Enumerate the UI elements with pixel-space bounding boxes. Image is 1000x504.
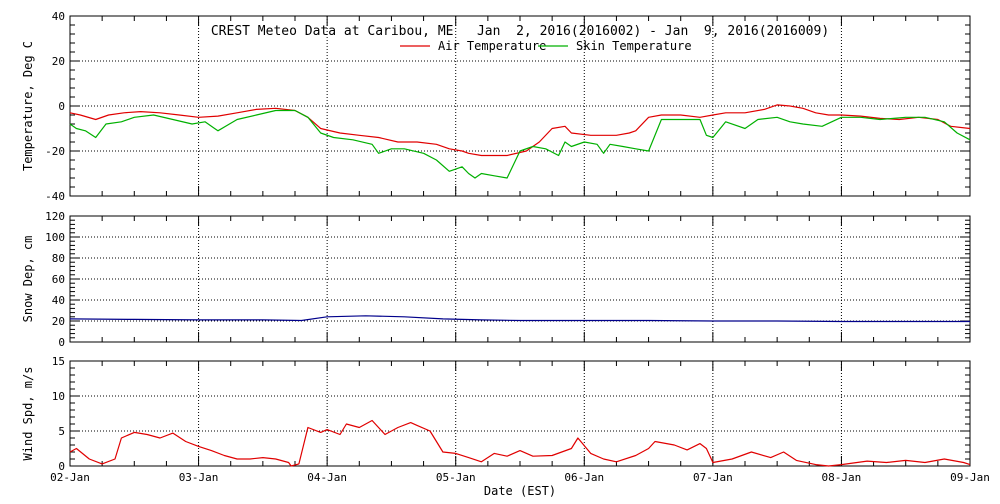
series-line-skin-temperature [69, 109, 971, 179]
x-tick-label: 02-Jan [50, 471, 90, 484]
series-line-panel-2 [69, 315, 970, 323]
y-tick-label: 0 [58, 336, 65, 349]
y-tick-label: 80 [52, 252, 65, 265]
legend-label: Skin Temperature [576, 39, 692, 53]
x-tick-label: 05-Jan [436, 471, 476, 484]
y-tick-label: 15 [52, 355, 65, 368]
y-axis-title: Temperature, Deg C [21, 41, 35, 171]
chart-title: CREST Meteo Data at Caribou, ME Jan 2, 2… [211, 24, 829, 39]
series-line-panel-3 [69, 419, 971, 467]
x-tick-label: 03-Jan [179, 471, 219, 484]
y-tick-label: 20 [52, 315, 65, 328]
panel-2: 0 20 40 60 80 100 120 Snow Dep, cm [21, 210, 971, 349]
y-axis-title: Snow Dep, cm [21, 236, 35, 323]
y-tick-label: -20 [45, 145, 65, 158]
x-tick-label: 09-Jan [950, 471, 990, 484]
y-tick-label: 100 [45, 231, 65, 244]
y-tick-label: 60 [52, 273, 65, 286]
legend-label: Air Temperature [438, 39, 546, 53]
y-axis-title: Wind Spd, m/s [21, 367, 35, 461]
y-tick-label: -40 [45, 190, 65, 203]
x-axis-title: Date (EST) [484, 484, 556, 498]
y-tick-label: 0 [58, 100, 65, 113]
x-tick-label: 08-Jan [822, 471, 862, 484]
y-tick-label: 120 [45, 210, 65, 223]
y-tick-label: 10 [52, 390, 65, 403]
panel-3: 0 5 10 15 Wind Spd, m/s 02-Jan 03-Jan 04-Jan 05-… [21, 355, 990, 498]
y-tick-label: 20 [52, 55, 65, 68]
y-tick-label: 0 [58, 460, 65, 473]
x-tick-label: 04-Jan [307, 471, 347, 484]
x-tick-label: 06-Jan [564, 471, 604, 484]
series-line-air-temperature [69, 104, 971, 157]
y-tick-label: 40 [52, 10, 65, 23]
panel-1: -40 -20 0 20 40 Temperature, Deg C CREST Meteo… [21, 10, 971, 203]
x-tick-label: 07-Jan [693, 471, 733, 484]
y-tick-label: 5 [58, 425, 65, 438]
y-tick-label: 40 [52, 294, 65, 307]
